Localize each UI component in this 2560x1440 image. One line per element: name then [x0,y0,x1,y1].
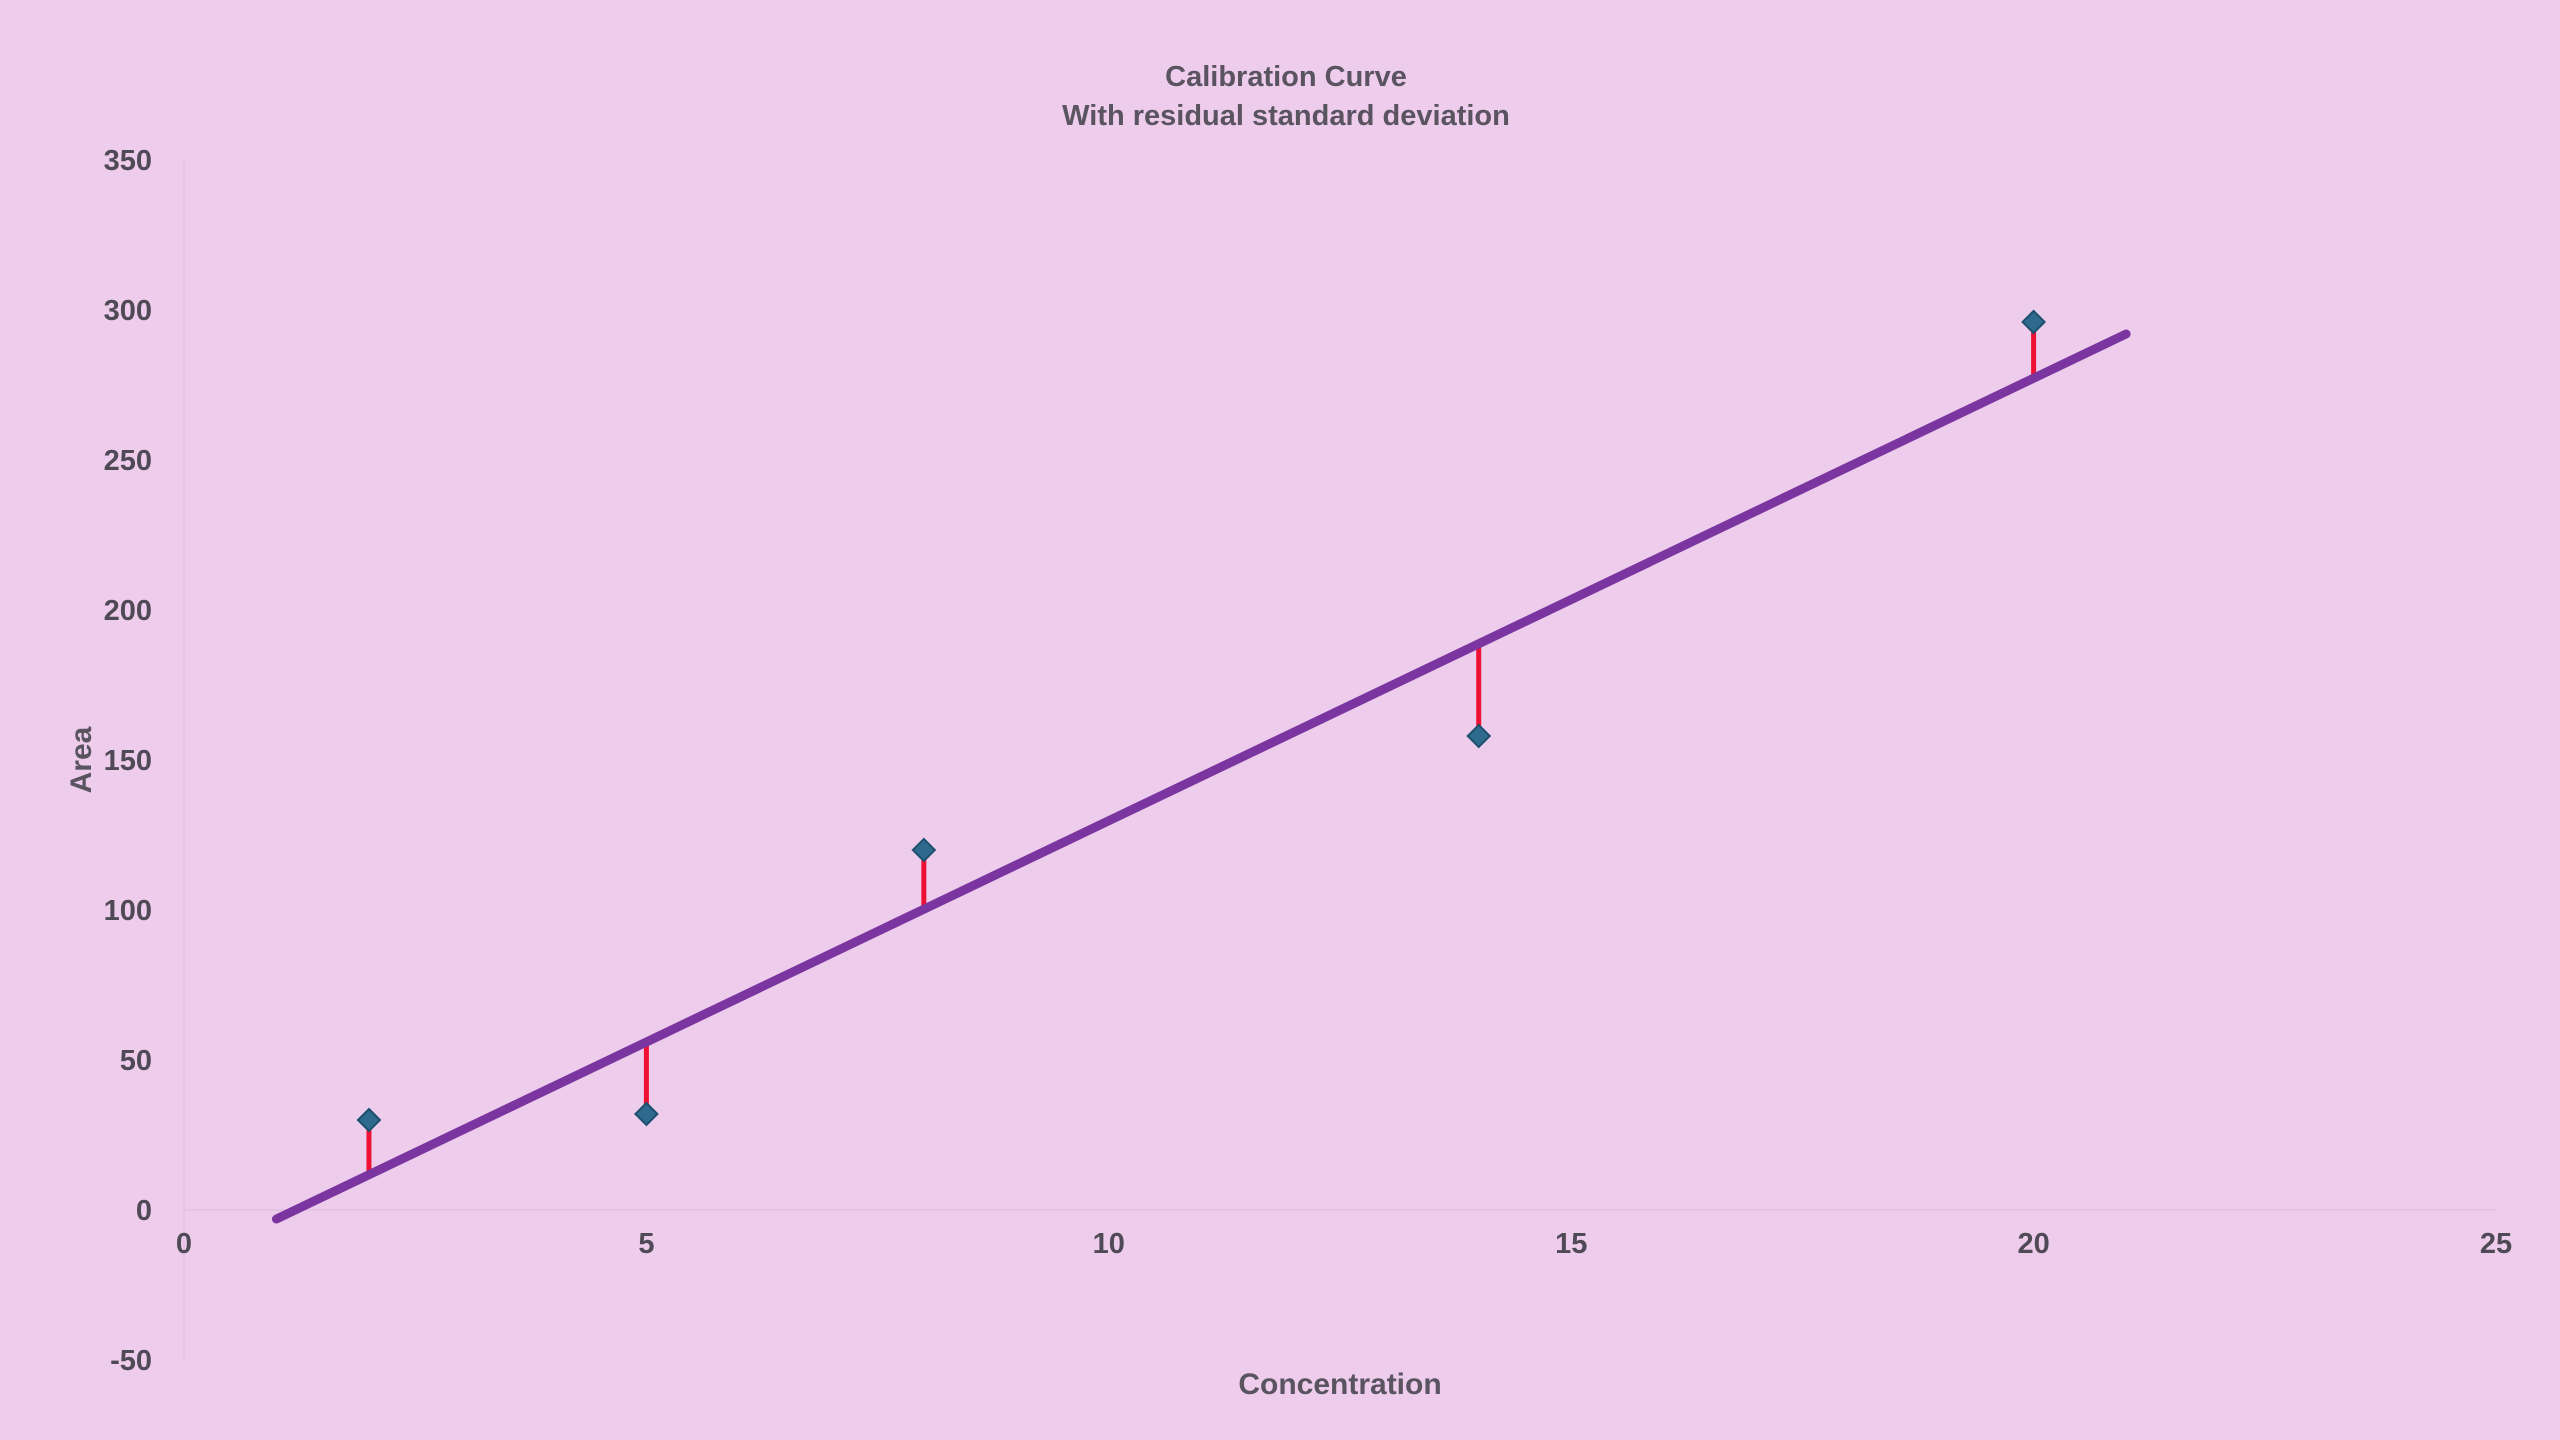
regression-line [271,329,2131,1224]
y-tick-label: 300 [104,295,152,327]
y-tick-label: -50 [110,1345,152,1377]
plot-area: -50 0 50 100 150 200 250 300 350 0 5 10 15 20 25 [104,145,2513,1377]
x-tick-label: 15 [1555,1228,1587,1260]
data-point-marker [2021,309,2047,335]
x-tick-label: 20 [2017,1228,2049,1260]
y-tick-label: 50 [120,1045,152,1077]
y-tick-label: 150 [104,745,152,777]
y-tick-label: 100 [104,895,152,927]
data-point-marker [356,1107,382,1133]
y-tick-label: 250 [104,445,152,477]
y-axis-title: Area [65,726,98,793]
chart-subtitle: With residual standard deviation [1062,100,1510,132]
x-tick-label: 10 [1093,1228,1125,1260]
x-tick-label: 0 [176,1228,192,1260]
x-axis-title: Concentration [1238,1368,1441,1401]
y-tick-label: 0 [136,1195,152,1227]
data-point-marker [633,1101,659,1127]
y-tick-label: 200 [104,595,152,627]
x-tick-label: 5 [638,1228,654,1260]
y-tick-label: 350 [104,145,152,177]
chart-title: Calibration Curve [1165,61,1407,93]
x-tick-label: 25 [2480,1228,2512,1260]
data-point-marker [1466,723,1492,749]
data-point-marker [911,837,937,863]
